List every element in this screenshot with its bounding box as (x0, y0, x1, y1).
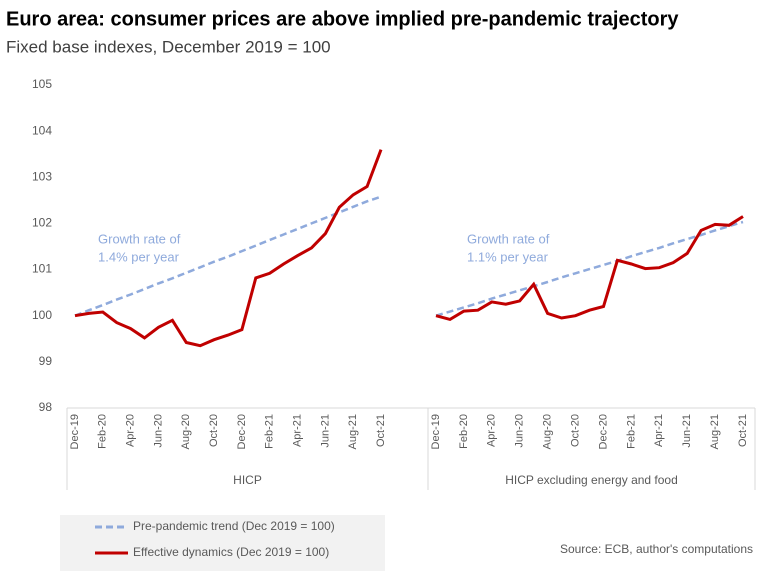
x-tick-label: Jun-20 (514, 414, 526, 448)
x-tick-label: Apr-20 (486, 414, 498, 447)
x-tick-label: Aug-20 (542, 414, 554, 449)
panel-label: HICP (233, 473, 262, 487)
effective-line (74, 149, 383, 348)
x-tick-label: Dec-19 (69, 414, 81, 449)
y-tick-label: 104 (32, 123, 52, 137)
source-note: Source: ECB, author's computations (560, 542, 753, 556)
x-tick-label: Feb-20 (458, 414, 470, 449)
panel-label: HICP excluding energy and food (505, 473, 678, 487)
y-tick-label: 100 (32, 308, 52, 322)
x-tick-label: Jun-21 (319, 414, 331, 448)
annotation: 1.1% per year (467, 249, 549, 264)
x-tick-label: Jun-21 (681, 414, 693, 448)
annotation: Growth rate of (467, 231, 550, 246)
x-tick-label: Feb-20 (97, 414, 109, 449)
x-tick-label: Jun-20 (152, 414, 164, 448)
legend-label: Pre-pandemic trend (Dec 2019 = 100) (133, 519, 335, 533)
x-tick-label: Oct-21 (375, 414, 387, 447)
x-tick-label: Apr-20 (125, 414, 137, 447)
x-tick-label: Dec-20 (597, 414, 609, 449)
x-tick-label: Aug-20 (180, 414, 192, 449)
chart-subtitle: Fixed base indexes, December 2019 = 100 (6, 37, 331, 56)
y-tick-label: 101 (32, 262, 52, 276)
y-tick-label: 102 (32, 216, 52, 230)
x-tick-label: Feb-21 (264, 414, 276, 449)
x-tick-label: Feb-21 (625, 414, 637, 449)
x-tick-label: Apr-21 (653, 414, 665, 447)
x-tick-label: Aug-21 (347, 414, 359, 449)
y-tick-label: 105 (32, 77, 52, 91)
legend-box (60, 515, 385, 571)
effective-line (435, 215, 744, 322)
y-tick-label: 98 (39, 400, 53, 414)
x-tick-label: Oct-20 (208, 414, 220, 447)
annotation: 1.4% per year (98, 249, 180, 264)
x-tick-label: Aug-21 (709, 414, 721, 449)
x-tick-label: Dec-20 (236, 414, 248, 449)
chart-title: Euro area: consumer prices are above imp… (6, 8, 679, 30)
y-tick-label: 103 (32, 169, 52, 183)
legend-label: Effective dynamics (Dec 2019 = 100) (133, 545, 329, 559)
y-tick-label: 99 (39, 354, 53, 368)
x-tick-label: Dec-19 (430, 414, 442, 449)
annotation: Growth rate of (98, 231, 181, 246)
x-tick-label: Oct-21 (737, 414, 749, 447)
trend-line (435, 220, 744, 317)
x-tick-label: Oct-20 (569, 414, 581, 447)
x-tick-label: Apr-21 (291, 414, 303, 447)
